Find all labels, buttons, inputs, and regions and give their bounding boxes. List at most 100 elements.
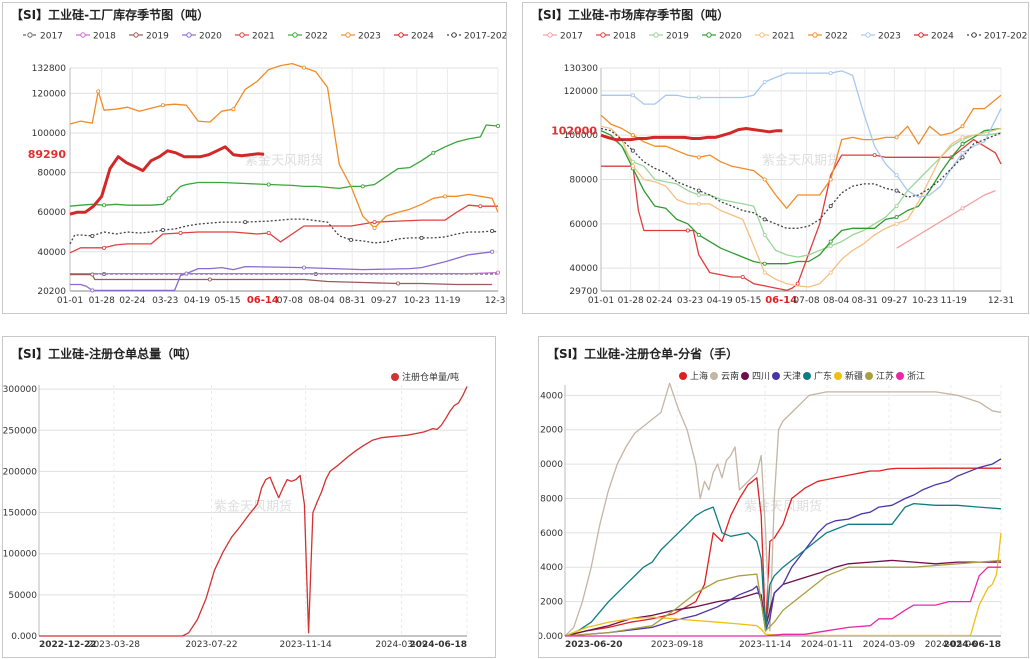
legend-marker [653,32,659,38]
y-tick-label: 100000 [3,550,37,560]
legend-label: 2019 [146,32,169,42]
legend-item: 2023 [341,32,381,42]
series-marker [894,188,899,193]
y-tick-label: 60000 [569,220,598,230]
series-line-6 [564,559,1002,637]
series-marker [960,124,965,129]
series-line-0 [39,386,468,637]
y-tick-label: 100000 [32,129,67,139]
series-marker [184,271,189,276]
legend-item: 2024 [914,32,954,42]
legend-label: 2021 [772,32,795,42]
x-tick-label: 06-14 [247,295,279,306]
x-tick-label: 02-24 [646,296,672,306]
series-line-2 [70,273,493,286]
y-tick-label: 80000 [37,169,66,179]
y-tick-label: 40000 [37,248,66,258]
series-marker [90,233,95,238]
series-marker [419,235,424,240]
last-value-label: 102000 [551,125,597,138]
legend-marker [600,32,606,38]
x-tick-label: 11-19 [941,296,967,306]
series-marker [762,79,767,84]
legend-marker [133,32,139,38]
series-marker [828,71,833,76]
series-line-6 [601,70,1002,198]
series-marker [443,194,448,199]
legend-item: 2021 [755,32,795,42]
legend-item: 浙江 [896,370,925,382]
legend-item: 2018 [76,32,116,42]
series-marker [828,239,833,244]
series-line-1 [564,382,1002,637]
x-tick-label: 2024-03-09 [375,640,428,650]
series-marker [243,220,248,225]
legend-label: 2023 [358,32,381,42]
y-tick-label: 250000 [3,426,37,436]
series-marker [102,245,107,250]
legend-marker [865,372,873,380]
legend-marker [918,32,924,38]
watermark: 紫金天风期货 [214,499,292,515]
series-line-8 [600,127,1002,229]
legend-item: 天津 [772,371,801,382]
series-marker [828,204,833,209]
series-marker [90,272,95,277]
x-tick-label: 08-31 [852,296,878,306]
legend-item: 2020 [182,32,222,42]
series-marker [478,204,483,209]
y-tick-label: 14000 [539,391,563,401]
legend-marker [803,372,811,380]
legend-label: 2017 [560,32,583,42]
series-marker [630,133,635,138]
x-tick-label: 05-15 [735,296,761,306]
series-marker [160,103,165,108]
series-marker [166,196,171,201]
legend-marker [812,32,818,38]
series-marker [102,203,107,208]
y-tick-label: 120000 [32,89,67,99]
y-tick-label: 6000 [540,529,563,539]
legend-label: 2022 [825,32,848,42]
series-marker [231,107,236,112]
x-tick-label: 08-31 [339,296,365,306]
x-tick-label: 01-01 [588,296,614,306]
series-marker [960,135,965,140]
legend-label: 2020 [199,32,222,42]
legend-item: 四川 [741,372,770,382]
legend-item: 广东 [803,370,832,382]
legend-label: 2017-2023均值 [464,30,506,42]
legend-label: 2021 [252,32,275,42]
series-marker [762,232,767,237]
y-tick-label: 4000 [540,563,563,573]
x-tick-label: 2023-11-14 [279,640,332,650]
series-marker [396,281,401,286]
legend-label: 2024 [411,32,434,42]
x-tick-label: 11-19 [434,296,460,306]
legend-item: 2022 [808,32,848,42]
series-marker [762,261,767,266]
y-tick-label: 0.000 [539,632,563,642]
y-tick-label: 8000 [540,494,563,504]
chart-title: 【SI】工业硅-市场库存季节图（吨） [531,8,730,22]
y-tick-label: 40000 [569,264,598,274]
x-tick-label: 2024-03-09 [863,640,916,650]
legend-marker [239,32,245,38]
x-tick-label: 10-23 [404,296,430,306]
y-tick-label: 80000 [569,176,598,186]
series-marker [828,270,833,275]
series-line-4 [600,125,1002,288]
series-marker [160,228,165,233]
legend-marker [345,32,351,38]
legend-marker [398,32,404,38]
series-marker [178,230,183,235]
x-tick-label: 01-01 [57,296,83,306]
panel-factory-inventory: 【SI】工业硅-工厂库存季节图（吨） 20200 40000 60000 80000 1… [2,2,507,314]
legend-item: 上海 [679,370,708,382]
x-tick-label: 06-14 [765,295,797,306]
series-line-5 [69,124,499,207]
y-tick-label: 20200 [37,287,66,297]
legend-marker [27,32,33,38]
x-tick-label: 10-23 [912,296,938,306]
legend-marker [547,32,553,38]
